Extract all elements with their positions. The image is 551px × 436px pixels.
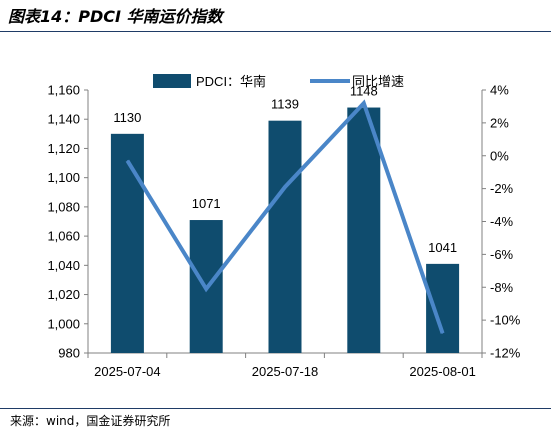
y-right-tick-label: -6% [490, 247, 514, 262]
y-left-tick-label: 1,120 [47, 141, 80, 156]
x-tick-label: 2025-07-18 [252, 364, 319, 379]
bar-data-label: 1071 [192, 196, 221, 211]
y-left-tick-label: 1,000 [47, 316, 80, 331]
legend: PDCI：华南 同比增速 [153, 74, 404, 89]
y-right-tick-label: -10% [490, 313, 521, 328]
y-right-tick-label: 0% [490, 148, 509, 163]
x-tick-label: 2025-08-01 [409, 364, 476, 379]
y-right-tick-label: -8% [490, 280, 514, 295]
line-series [125, 99, 445, 334]
data-labels: 1130 1071 1139 1148 1041 [113, 84, 457, 255]
bar-data-label: 1041 [428, 240, 457, 255]
growth-point [284, 186, 286, 188]
growth-point [363, 102, 365, 104]
growth-point [205, 288, 207, 290]
y-left-tick-label: 1,040 [47, 258, 80, 273]
growth-point [442, 332, 444, 334]
bar-data-label: 1139 [271, 97, 299, 112]
y-left-tick-label: 1,160 [47, 83, 80, 98]
top-divider [0, 31, 551, 32]
bar-data-label: 1148 [350, 84, 378, 99]
chart-title: 图表14：PDCI 华南运价指数 [8, 7, 223, 26]
y-right-tick-label: -12% [490, 346, 521, 361]
source-note: 来源：wind，国金证券研究所 [10, 414, 171, 428]
y-left-tick-label: 1,020 [47, 287, 80, 302]
x-tick-label: 2025-07-04 [94, 364, 161, 379]
y-right-tick-label: -2% [490, 181, 514, 196]
bar [268, 120, 302, 353]
legend-bar-swatch [153, 74, 191, 88]
y-left-tick-label: 1,080 [47, 199, 80, 214]
growth-point [126, 160, 128, 162]
legend-bar-label: PDCI：华南 [196, 74, 266, 89]
y-left-tick-label: 980 [58, 346, 80, 361]
bottom-divider [0, 408, 551, 409]
bar [426, 263, 460, 353]
y-left-tick-label: 1,100 [47, 170, 80, 185]
bar [347, 107, 381, 354]
chart-axes: 980 1,000 1,020 1,040 1,060 1,080 1,100 1,120 1,… [47, 83, 520, 380]
bar [110, 133, 144, 353]
y-left-tick-label: 1,060 [47, 229, 80, 244]
y-right-tick-label: 4% [490, 83, 509, 98]
bar-data-label: 1130 [113, 110, 141, 125]
legend-line-label: 同比增速 [352, 74, 404, 89]
y-left-tick-label: 1,140 [47, 112, 80, 127]
y-right-tick-label: 2% [490, 115, 509, 130]
y-right-tick-label: -4% [490, 214, 514, 229]
